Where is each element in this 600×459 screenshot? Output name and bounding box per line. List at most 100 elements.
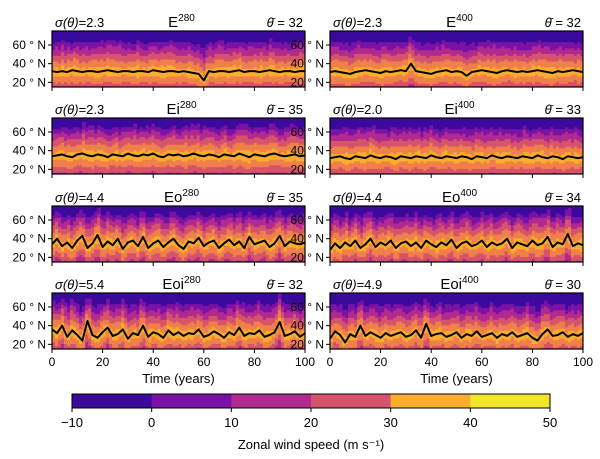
- colorbar-bin: [470, 394, 551, 408]
- jet-latitude-line: [52, 233, 305, 250]
- y-tick-label: 20 ° N: [13, 337, 46, 351]
- y-tick-label: 20 ° N: [13, 75, 46, 89]
- x-tick-label: 0: [327, 355, 334, 369]
- wind-field: [52, 293, 305, 349]
- panel-frame: [329, 205, 584, 263]
- colorbar-tick-label: 0: [148, 415, 155, 430]
- jet-latitude-line: [330, 233, 583, 251]
- y-tick-label: 20 ° N: [291, 337, 324, 351]
- x-tick-label: 80: [248, 355, 262, 369]
- x-axis-label: Time (years): [420, 371, 492, 386]
- sigma-label: σ(θ)=4.9: [333, 277, 382, 292]
- sigma-label: σ(θ)=4.4: [55, 190, 104, 205]
- y-tick-label: 40 ° N: [291, 232, 324, 246]
- panel-title: Eo280: [164, 188, 199, 206]
- x-tick-label: 20: [96, 355, 110, 369]
- y-tick-label: 60 ° N: [13, 125, 46, 139]
- y-tick-label: 60 ° N: [291, 213, 324, 227]
- colorbar-tick-label: 20: [304, 415, 318, 430]
- colorbar-bin: [231, 394, 312, 408]
- x-tick-label: 80: [526, 355, 540, 369]
- panel-frame: [329, 117, 584, 175]
- panel-title: Eoi400: [440, 275, 479, 293]
- colorbar-bin: [151, 394, 232, 408]
- x-tick-label: 40: [425, 355, 439, 369]
- y-tick-label: 40 ° N: [13, 232, 46, 246]
- panel-ei-280: 20 ° N 40 ° N 60 ° N σ(θ)=2.3 Ei280 θ̄ = 35: [13, 100, 306, 178]
- wind-field: [330, 31, 583, 87]
- colorbar-tick-label: 40: [463, 415, 477, 430]
- panel-frame: [51, 117, 306, 175]
- jet-latitude-line: [330, 322, 583, 344]
- panel-eo-400: 20 ° N 40 ° N 60 ° N σ(θ)=4.4 Eo400 θ̄ = 34: [291, 188, 584, 266]
- sigma-label: σ(θ)=5.4: [55, 277, 104, 292]
- colorbar-label: Zonal wind speed (m s⁻¹): [238, 437, 384, 452]
- panel-ei-400: 20 ° N 40 ° N 60 ° N σ(θ)=2.0 Ei400 θ̄ = 33: [291, 100, 584, 178]
- y-tick-label: 20 ° N: [291, 162, 324, 176]
- x-tick-label: 60: [475, 355, 489, 369]
- panel-eoi-280: 20 ° N 40 ° N 60 ° N 0 20 40 60 80 100 Time (year…: [13, 275, 316, 386]
- y-tick-label: 40 ° N: [291, 319, 324, 333]
- wind-field: [330, 118, 583, 174]
- colorbar-tick-label: 30: [383, 415, 397, 430]
- mean-label: θ̄ = 34: [545, 190, 581, 205]
- mean-label: θ̄ = 35: [267, 190, 303, 205]
- y-tick-label: 60 ° N: [291, 38, 324, 52]
- jet-latitude-line: [52, 152, 305, 159]
- x-tick-label: 0: [49, 355, 56, 369]
- jet-latitude-line: [330, 154, 583, 161]
- y-tick-label: 20 ° N: [291, 75, 324, 89]
- panel-title: E280: [168, 13, 195, 31]
- y-tick-label: 20 ° N: [13, 250, 46, 264]
- sigma-label: σ(θ)=2.3: [55, 15, 104, 30]
- colorbar-bin: [311, 394, 392, 408]
- sigma-label: σ(θ)=2.0: [333, 102, 382, 117]
- mean-label: θ̄ = 32: [267, 277, 303, 292]
- y-tick-label: 40 ° N: [291, 144, 324, 158]
- mean-label: θ̄ = 35: [267, 102, 303, 117]
- jet-latitude-line: [52, 320, 305, 342]
- panel-frame: [51, 30, 306, 88]
- jet-latitude-line: [52, 69, 305, 82]
- x-tick-label: 60: [197, 355, 211, 369]
- y-tick-label: 60 ° N: [13, 38, 46, 52]
- colorbar: −10 0 10 20 30 40 50 Zonal wind speed (m s⁻¹): [61, 393, 557, 452]
- y-tick-label: 60 ° N: [13, 300, 46, 314]
- y-tick-label: 60 ° N: [13, 213, 46, 227]
- y-tick-label: 20 ° N: [13, 162, 46, 176]
- mean-label: θ̄ = 32: [545, 15, 581, 30]
- sigma-label: σ(θ)=4.4: [333, 190, 382, 205]
- panel-e-280: 20 ° N 40 ° N 60 ° N σ(θ)=2.3 E280 θ̄ = 32: [13, 13, 306, 91]
- y-tick-label: 20 ° N: [291, 250, 324, 264]
- sigma-label: σ(θ)=2.3: [333, 15, 382, 30]
- mean-label: θ̄ = 33: [545, 102, 581, 117]
- x-tick-label: 20: [374, 355, 388, 369]
- x-tick-label: 100: [573, 355, 593, 369]
- colorbar-tick-label: −10: [61, 415, 83, 430]
- x-axis-label: Time (years): [142, 371, 214, 386]
- sigma-label: σ(θ)=2.3: [55, 102, 104, 117]
- y-tick-label: 40 ° N: [13, 144, 46, 158]
- panels: 20 ° N40 ° N60 ° Nσ(θ)=2.3 E280 θ̄ = 3220 …: [13, 13, 594, 386]
- mean-label: θ̄ = 32: [267, 15, 303, 30]
- panel-frame: [51, 292, 306, 350]
- colorbar-tick-label: 10: [224, 415, 238, 430]
- panel-title: Ei400: [444, 100, 474, 118]
- y-tick-label: 40 ° N: [13, 57, 46, 71]
- wind-field: [330, 293, 583, 349]
- colorbar-bin: [390, 394, 471, 408]
- panel-e-400: 20 ° N 40 ° N 60 ° N σ(θ)=2.3 E400 θ̄ = 32: [291, 13, 584, 91]
- y-tick-label: 60 ° N: [291, 125, 324, 139]
- wind-field: [330, 206, 583, 262]
- y-tick-label: 40 ° N: [13, 319, 46, 333]
- y-tick-label: 60 ° N: [291, 300, 324, 314]
- panel-eoi-400: 20 ° N 40 ° N 60 ° N 0 20 40 60 80 100 Time (year…: [291, 275, 594, 386]
- panel-frame: [51, 205, 306, 263]
- mean-label: θ̄ = 30: [545, 277, 581, 292]
- wind-field: [52, 118, 305, 174]
- panel-frame: [329, 30, 584, 88]
- y-tick-label: 40 ° N: [291, 57, 324, 71]
- wind-field: [52, 206, 305, 262]
- x-tick-label: 100: [295, 355, 315, 369]
